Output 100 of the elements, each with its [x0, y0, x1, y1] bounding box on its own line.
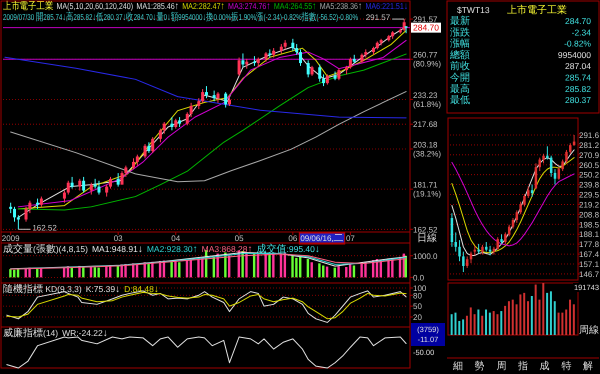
y-tick-label: 181.71 (19.1%) — [413, 180, 442, 199]
category-label: 今開 — [450, 72, 470, 84]
candlestick — [550, 155, 552, 178]
bar — [116, 266, 120, 278]
text: MA4:264.55↑ — [274, 1, 320, 12]
candlestick — [228, 96, 231, 106]
candlestick — [360, 52, 364, 64]
text: $TWT13 — [457, 5, 490, 15]
candlestick — [402, 18, 406, 32]
y-tick-label: 177.8 — [579, 240, 600, 250]
candlestick — [450, 212, 454, 248]
bar — [13, 270, 16, 278]
series-label: D:84.48↓ — [124, 284, 159, 295]
candlestick — [523, 194, 526, 208]
bar — [170, 261, 173, 278]
text: 9954000 — [558, 50, 591, 60]
bar — [190, 260, 192, 278]
candlestick — [62, 190, 66, 204]
bar — [36, 268, 38, 278]
bar — [334, 268, 336, 278]
candlestick — [466, 256, 468, 268]
candlestick — [477, 243, 480, 254]
candlestick — [132, 158, 136, 170]
series-label: MA3:868.28↑ — [202, 244, 252, 255]
bar — [322, 265, 324, 278]
chart-title: 隨機指標 KD(9,3,3) — [3, 283, 82, 295]
candlestick — [508, 224, 510, 237]
category-label: 最高 — [450, 82, 470, 95]
candlestick — [500, 234, 503, 244]
y-tick-label: 281.2 — [579, 140, 600, 150]
bar — [97, 268, 100, 278]
candlestick — [151, 136, 154, 154]
text: 上市電子工業 — [507, 4, 567, 16]
candlestick — [488, 245, 492, 256]
series-label: MA2:928.30↑ — [146, 244, 198, 255]
y-tick-label: 239.8 — [579, 180, 600, 190]
bar — [228, 256, 230, 278]
candlestick — [70, 176, 74, 190]
candlestick — [462, 251, 465, 273]
bar — [252, 254, 256, 278]
ref-line-label: 284.70 — [413, 22, 440, 33]
y-tick-label: 80 — [413, 291, 422, 300]
chart-title: 威廉指標(14) — [3, 327, 58, 339]
y-tick-label: 198.5 — [579, 220, 600, 230]
series-label: K:75.39↓ — [86, 284, 120, 295]
annotation: 291.57 — [366, 13, 391, 22]
series-label: MA1:948.91↓ — [92, 244, 143, 255]
line-series — [4, 56, 407, 118]
candlestick — [348, 57, 352, 70]
candlestick — [519, 201, 522, 215]
candlestick — [136, 154, 139, 166]
candlestick — [116, 172, 120, 188]
y-tick-label: 146.7 — [579, 270, 600, 279]
text: 成 — [540, 360, 550, 372]
candlestick — [291, 38, 294, 52]
candlestick — [9, 202, 12, 214]
bar — [272, 254, 275, 278]
text: -2.34 — [572, 27, 591, 38]
candlestick — [178, 116, 182, 128]
text: 285.82 — [565, 84, 591, 94]
candlestick — [527, 186, 530, 198]
candlestick — [454, 232, 457, 252]
candlestick — [496, 236, 499, 250]
text: 勢 — [474, 360, 485, 372]
candlestick — [252, 56, 256, 66]
y-tick-label: 208.8 — [579, 210, 600, 220]
candlestick — [542, 153, 545, 164]
line-series — [10, 91, 407, 182]
y-tick-label: 260.77 (80.9%) — [413, 50, 442, 69]
bar — [264, 253, 267, 278]
text: MA2:282.47↑ — [182, 1, 228, 12]
text: MA5:238.36↑ — [320, 1, 366, 12]
bar — [310, 262, 313, 278]
bar — [299, 256, 302, 278]
y-tick-label: 291.57 — [413, 15, 438, 24]
candlestick — [66, 180, 70, 196]
bar — [348, 264, 352, 278]
bar — [94, 267, 96, 278]
bar — [345, 267, 348, 278]
y-tick-label: 100 — [413, 284, 427, 293]
series-label: WR:-24.22↓ — [62, 328, 108, 339]
bar — [147, 263, 150, 278]
bar — [201, 258, 204, 278]
candlestick — [108, 176, 112, 190]
y-tick-label: 20 — [413, 312, 422, 322]
y-tick-label: 157.1 — [579, 260, 600, 269]
bar — [295, 258, 298, 278]
text: 日線 — [417, 233, 437, 244]
y-tick-label: 217.68 — [413, 120, 438, 130]
candlestick — [530, 184, 534, 198]
candlestick — [28, 200, 32, 214]
candlestick — [516, 210, 518, 224]
text: -0.82% — [564, 38, 591, 49]
text: 285.74 — [565, 72, 591, 82]
bar — [174, 260, 177, 278]
candlestick — [36, 198, 40, 210]
candlestick — [280, 44, 283, 54]
candlestick — [241, 52, 244, 68]
category-label: 漲幅 — [450, 38, 470, 50]
candlestick — [504, 232, 507, 244]
